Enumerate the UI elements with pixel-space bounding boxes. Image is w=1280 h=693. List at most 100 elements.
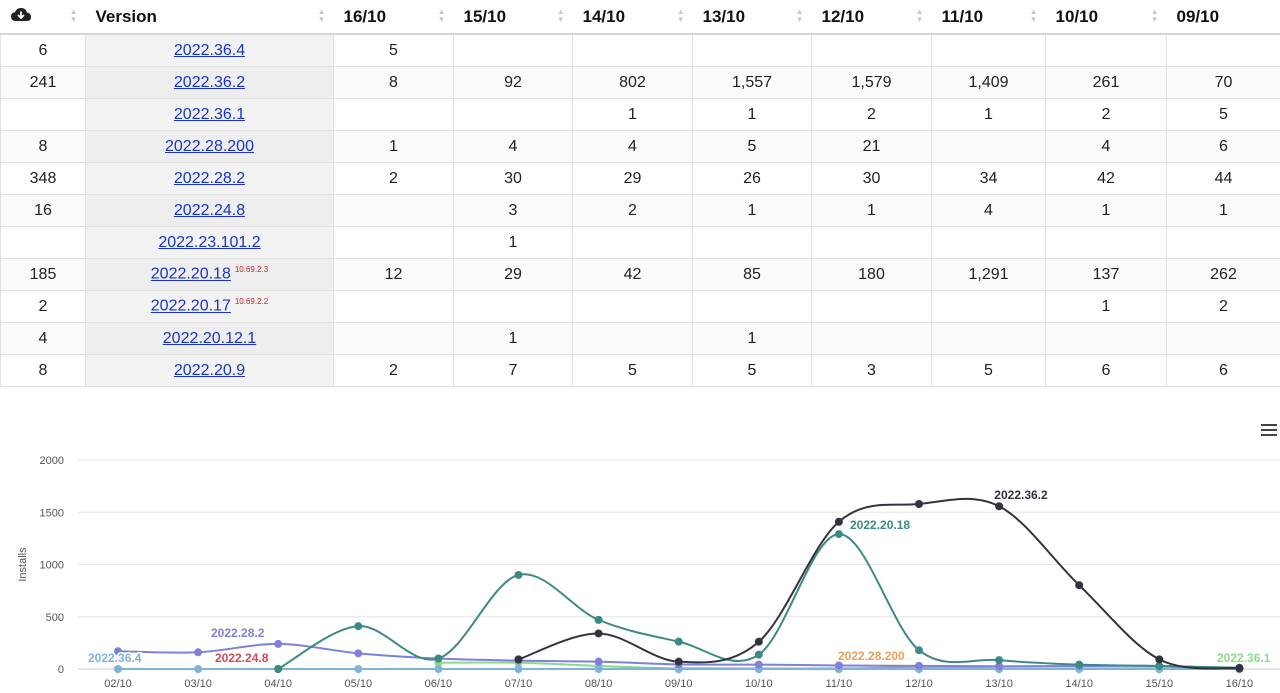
cloud-download-icon (10, 7, 31, 21)
install-count-cell (333, 322, 454, 355)
data-point (1155, 655, 1164, 664)
install-count-cell: 137 (1045, 258, 1167, 291)
sort-icon[interactable]: ▲ ▼ (437, 7, 446, 24)
version-link[interactable]: 2022.28.200 (165, 137, 254, 155)
date-column-header[interactable]: 13/10 ▲ ▼ (692, 0, 812, 35)
version-cell: 2022.36.2 (85, 66, 334, 99)
version-column-header[interactable]: Version ▲ ▼ (85, 0, 334, 35)
version-link[interactable]: 2022.20.9 (173, 361, 246, 379)
version-link[interactable]: 2022.20.18 (150, 265, 231, 283)
table-row: 2022.36.1 1 1 2 1 2 5 (0, 98, 1280, 131)
install-count-cell: 42 (1045, 162, 1167, 195)
data-point (754, 660, 763, 669)
install-count-cell: 3 (811, 354, 932, 387)
downloads-cell: 2 (0, 290, 86, 323)
data-point (434, 654, 443, 663)
install-count-cell: 26 (692, 162, 812, 195)
install-count-cell: 8 (333, 66, 454, 99)
install-count-cell (453, 290, 573, 323)
install-count-cell: 4 (1045, 130, 1167, 163)
sort-icon[interactable]: ▲ ▼ (795, 7, 804, 24)
sort-icon[interactable]: ▲ ▼ (556, 7, 565, 24)
install-count-cell: 1,557 (692, 66, 812, 99)
version-cell: 2022.23.101.2 (85, 226, 334, 259)
x-tick-label: 07/10 (505, 678, 533, 690)
date-column-header[interactable]: 11/10 ▲ ▼ (931, 0, 1046, 35)
x-tick-label: 02/10 (104, 678, 132, 690)
date-column-header[interactable]: 16/10 ▲ ▼ (333, 0, 454, 35)
date-column-header[interactable]: 10/10 ▲ ▼ (1045, 0, 1167, 35)
install-count-cell: 30 (453, 162, 573, 195)
x-tick-label: 15/10 (1146, 678, 1174, 690)
sort-icon[interactable]: ▲ ▼ (1029, 7, 1038, 24)
version-link[interactable]: 2022.20.17 (150, 297, 231, 315)
version-cell: 2022.36.4 (85, 33, 334, 67)
version-cell: 2022.20.18 10.69.2.3 (85, 258, 334, 291)
install-count-cell (931, 322, 1046, 355)
data-point (514, 665, 523, 673)
data-point (274, 639, 283, 648)
install-count-cell: 5 (333, 33, 454, 67)
table-row: 6 2022.36.4 5 (0, 33, 1280, 67)
date-header-label: 16/10 (343, 6, 387, 26)
install-count-cell: 1,291 (931, 258, 1046, 291)
install-count-cell: 4 (572, 130, 693, 163)
data-point (194, 648, 203, 657)
install-count-cell: 6 (1045, 354, 1167, 387)
install-count-cell (811, 290, 932, 323)
install-count-cell: 261 (1045, 66, 1167, 99)
install-count-cell (333, 98, 454, 131)
chart-menu-icon[interactable] (1261, 424, 1277, 439)
date-column-header[interactable]: 12/10 ▲ ▼ (811, 0, 932, 35)
install-count-cell: 7 (453, 354, 573, 387)
install-count-cell: 92 (453, 66, 573, 99)
series-line (518, 497, 1240, 670)
install-count-cell (572, 33, 693, 67)
downloads-column-header[interactable]: ▲ ▼ (0, 0, 86, 35)
date-header-label: 10/10 (1055, 6, 1099, 26)
install-count-cell: 1,409 (931, 66, 1046, 99)
install-count-cell: 2 (811, 98, 932, 131)
install-count-cell: 29 (453, 258, 573, 291)
install-count-cell: 4 (453, 130, 573, 163)
table-row: 16 2022.24.8 3 2 1 1 4 1 1 (0, 194, 1280, 227)
install-count-cell (692, 290, 812, 323)
install-count-cell: 1 (692, 322, 812, 355)
date-column-header[interactable]: 09/10 (1166, 0, 1280, 35)
table-row: 8 2022.28.200 1 4 4 5 21 4 6 (0, 130, 1280, 163)
sort-icon[interactable]: ▲ ▼ (1150, 7, 1159, 24)
install-count-cell: 1 (1166, 194, 1280, 227)
date-column-header[interactable]: 14/10 ▲ ▼ (572, 0, 693, 35)
version-link[interactable]: 2022.36.2 (173, 73, 246, 91)
installs-chart: 0 500 1000 1500 2000 Installs 02/10 03/10 04/10 0… (17, 455, 1280, 690)
data-point (194, 665, 203, 673)
version-link[interactable]: 2022.24.8 (173, 201, 246, 219)
data-point (114, 665, 122, 673)
data-point (114, 647, 122, 656)
version-link[interactable]: 2022.28.2 (173, 169, 246, 187)
data-point (995, 502, 1004, 511)
series-label: 2022.36.4 (88, 651, 142, 665)
version-link[interactable]: 2022.20.12.1 (162, 329, 257, 347)
install-count-cell: 180 (811, 258, 932, 291)
install-count-cell: 85 (692, 258, 812, 291)
sort-icon[interactable]: ▲ ▼ (915, 7, 924, 24)
sort-icon[interactable]: ▲ ▼ (676, 7, 685, 24)
y-tick-label: 1500 (40, 507, 64, 519)
downloads-cell: 8 (0, 130, 86, 163)
version-cell: 2022.20.12.1 (85, 322, 334, 355)
version-link[interactable]: 2022.36.4 (173, 41, 246, 59)
version-link[interactable]: 2022.23.101.2 (158, 233, 261, 251)
downloads-cell: 16 (0, 194, 86, 227)
date-column-header[interactable]: 15/10 ▲ ▼ (453, 0, 573, 35)
date-header-label: 13/10 (702, 6, 746, 26)
sort-icon[interactable]: ▲ ▼ (317, 7, 326, 24)
install-count-cell: 262 (1166, 258, 1280, 291)
install-count-cell: 1 (692, 98, 812, 131)
version-link[interactable]: 2022.36.1 (173, 105, 246, 123)
install-count-cell (453, 33, 573, 67)
sort-icon[interactable]: ▲ ▼ (69, 7, 78, 24)
install-count-cell (931, 290, 1046, 323)
data-point (834, 661, 843, 670)
install-count-cell: 5 (692, 130, 812, 163)
